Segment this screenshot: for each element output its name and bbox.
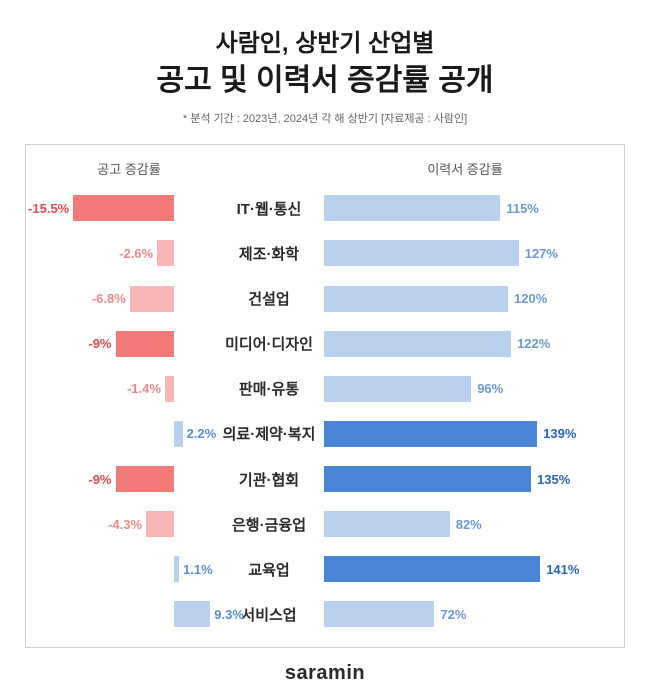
footer-logo: saramin <box>25 662 625 685</box>
category-label: 건설업 <box>214 288 324 309</box>
left-bar <box>174 556 179 582</box>
left-bar <box>130 286 174 312</box>
header-category-spacer <box>214 159 324 178</box>
chart-row: -9% 기관·협회 135% <box>44 458 606 500</box>
right-value-label: 127% <box>525 246 558 261</box>
chart-row: -4.3% 은행·금융업 82% <box>44 503 606 545</box>
left-bar <box>174 421 183 447</box>
header-left: 공고 증감률 <box>44 159 214 178</box>
chart-container: 공고 증감률 이력서 증감률 -15.5%IT·웹·통신115%-2.6%제조·… <box>25 144 625 648</box>
right-bar <box>324 240 519 266</box>
chart-row: -1.4% 판매·유통 96% <box>44 368 606 410</box>
right-bar-cell: 82% <box>324 511 606 537</box>
right-value-label: 82% <box>456 517 482 532</box>
left-bar-cell: -9% <box>44 331 214 357</box>
category-label: 미디어·디자인 <box>214 333 324 354</box>
right-bar-cell: 122% <box>324 331 606 357</box>
category-label: 판매·유통 <box>214 378 324 399</box>
left-value-label: 2.2% <box>187 426 217 441</box>
right-bar-cell: 135% <box>324 466 606 492</box>
left-bar-cell: -2.6% <box>44 240 214 266</box>
left-value-label: -1.4% <box>127 381 161 396</box>
right-value-label: 139% <box>543 426 576 441</box>
chart-row: 2.2%의료·제약·복지 139% <box>44 413 606 455</box>
left-value-label: -9% <box>88 472 111 487</box>
category-label: 기관·협회 <box>214 469 324 490</box>
left-bar <box>116 331 175 357</box>
right-bar-cell: 72% <box>324 601 606 627</box>
left-value-label: 1.1% <box>183 562 213 577</box>
category-label: 제조·화학 <box>214 243 324 264</box>
left-bar <box>174 601 210 627</box>
right-value-label: 120% <box>514 291 547 306</box>
chart-row: -9% 미디어·디자인 122% <box>44 323 606 365</box>
right-bar <box>324 286 508 312</box>
title-line1: 사람인, 상반기 산업별 <box>25 30 625 59</box>
left-bar <box>116 466 175 492</box>
title-line2: 공고 및 이력서 증감률 공개 <box>25 61 625 100</box>
category-label: IT·웹·통신 <box>214 198 324 219</box>
left-value-label: -9% <box>88 336 111 351</box>
header-right: 이력서 증감률 <box>324 159 606 178</box>
right-value-label: 96% <box>477 381 503 396</box>
chart-row: -2.6% 제조·화학 127% <box>44 232 606 274</box>
chart-row: -15.5%IT·웹·통신 115% <box>44 187 606 229</box>
right-bar-cell: 139% <box>324 421 606 447</box>
right-bar-cell: 120% <box>324 286 606 312</box>
left-bar-cell: 9.3% <box>44 601 214 627</box>
chart-rows: -15.5%IT·웹·통신 115% -2.6% 제조·화학 127% -6.8% 건설업 1… <box>44 186 606 637</box>
chart-row: 1.1%교육업 141% <box>44 548 606 590</box>
right-value-label: 72% <box>440 607 466 622</box>
right-bar <box>324 331 511 357</box>
right-bar <box>324 195 500 221</box>
right-value-label: 122% <box>517 336 550 351</box>
right-bar <box>324 466 531 492</box>
left-bar-cell: 1.1% <box>44 556 214 582</box>
left-bar-cell: 2.2% <box>44 421 214 447</box>
left-value-label: 9.3% <box>214 607 244 622</box>
category-label: 교육업 <box>214 559 324 580</box>
left-bar <box>73 195 174 221</box>
left-bar-cell: -9% <box>44 466 214 492</box>
right-bar-cell: 141% <box>324 556 606 582</box>
left-bar-cell: -4.3% <box>44 511 214 537</box>
left-value-label: -2.6% <box>119 246 153 261</box>
left-bar <box>165 376 174 402</box>
chart-headers: 공고 증감률 이력서 증감률 <box>44 159 606 178</box>
title-block: 사람인, 상반기 산업별 공고 및 이력서 증감률 공개 * 분석 기간 : 2… <box>25 30 625 126</box>
right-value-label: 135% <box>537 472 570 487</box>
right-bar-cell: 96% <box>324 376 606 402</box>
chart-row: -6.8% 건설업 120% <box>44 278 606 320</box>
right-bar-cell: 127% <box>324 240 606 266</box>
category-label: 의료·제약·복지 <box>214 423 324 444</box>
right-value-label: 115% <box>506 201 539 216</box>
left-bar-cell: -6.8% <box>44 286 214 312</box>
right-bar <box>324 556 540 582</box>
right-bar-cell: 115% <box>324 195 606 221</box>
left-bar-cell: -15.5% <box>44 195 214 221</box>
left-value-label: -15.5% <box>28 201 69 216</box>
left-value-label: -4.3% <box>108 517 142 532</box>
right-value-label: 141% <box>546 562 579 577</box>
right-bar <box>324 601 434 627</box>
left-bar <box>157 240 174 266</box>
right-bar <box>324 421 537 447</box>
right-bar <box>324 376 471 402</box>
chart-row: 9.3%서비스업72% <box>44 593 606 635</box>
subtitle: * 분석 기간 : 2023년, 2024년 각 해 상반기 [자료제공 : 사… <box>25 110 625 126</box>
left-bar-cell: -1.4% <box>44 376 214 402</box>
category-label: 은행·금융업 <box>214 514 324 535</box>
left-bar <box>146 511 174 537</box>
right-bar <box>324 511 450 537</box>
left-value-label: -6.8% <box>92 291 126 306</box>
